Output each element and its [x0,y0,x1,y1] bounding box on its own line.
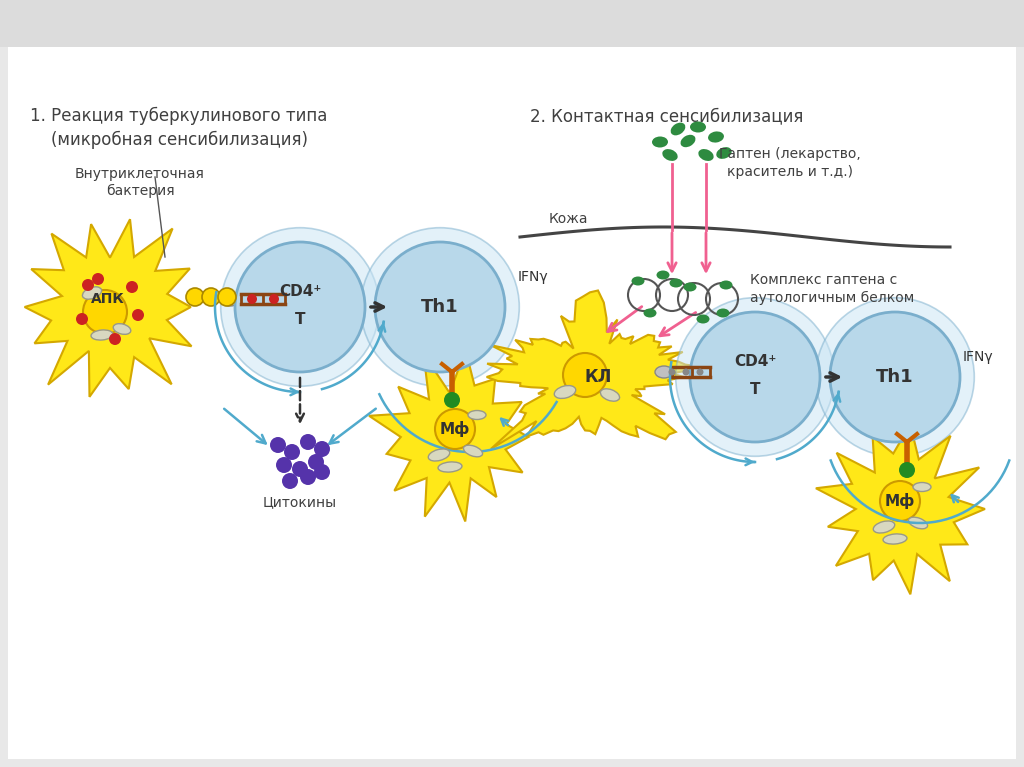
Ellipse shape [708,131,724,143]
Ellipse shape [913,482,931,492]
Text: Th1: Th1 [421,298,459,316]
Ellipse shape [114,324,131,334]
Polygon shape [25,219,191,397]
Circle shape [375,242,505,372]
Text: IFNγ: IFNγ [963,350,993,364]
Ellipse shape [655,366,673,378]
Circle shape [92,273,104,285]
Ellipse shape [683,282,696,291]
Text: 2. Контактная сенсибилизация: 2. Контактная сенсибилизация [530,107,804,125]
Circle shape [683,368,689,376]
Text: КЛ: КЛ [585,368,611,386]
Text: Внутриклеточная
бактерия: Внутриклеточная бактерия [75,167,205,199]
Circle shape [284,444,300,460]
Ellipse shape [656,271,670,279]
Circle shape [314,441,330,457]
Text: 1. Реакция туберкулинового типа
    (микробная сенсибилизация): 1. Реакция туберкулинового типа (микробн… [30,107,328,149]
Text: Цитокины: Цитокины [263,495,337,509]
Circle shape [76,313,88,325]
Polygon shape [369,350,528,522]
Circle shape [360,228,519,387]
Text: T: T [750,381,760,397]
Text: Мф: Мф [440,421,470,437]
Circle shape [314,464,330,480]
Ellipse shape [643,308,656,318]
Ellipse shape [468,410,486,420]
Circle shape [109,333,121,345]
Ellipse shape [428,449,450,461]
Ellipse shape [671,123,685,135]
Circle shape [444,392,460,408]
Ellipse shape [91,330,113,340]
Text: Th1: Th1 [877,368,913,386]
Ellipse shape [652,137,668,147]
Circle shape [186,288,204,306]
Polygon shape [486,291,703,449]
Ellipse shape [663,149,678,161]
Ellipse shape [883,534,907,544]
Circle shape [126,281,138,293]
Circle shape [202,288,220,306]
Ellipse shape [908,517,928,528]
Circle shape [899,462,915,478]
Circle shape [300,469,316,485]
Circle shape [218,288,236,306]
Text: Гаптен (лекарство,
краситель и т.д.): Гаптен (лекарство, краситель и т.д.) [719,147,861,179]
Ellipse shape [873,521,895,533]
Circle shape [234,242,365,372]
Ellipse shape [670,278,683,288]
Ellipse shape [716,147,732,159]
Circle shape [676,298,835,456]
Ellipse shape [464,445,482,457]
Circle shape [830,312,961,442]
Circle shape [669,368,676,376]
Ellipse shape [438,462,462,472]
Circle shape [435,409,475,449]
Circle shape [292,461,308,477]
Circle shape [221,228,379,387]
Ellipse shape [632,276,644,285]
Bar [0,0,1024,47]
Text: Мф: Мф [885,493,915,509]
Circle shape [247,294,257,304]
Text: CD4⁺: CD4⁺ [279,285,322,299]
Circle shape [132,309,144,321]
Text: Комплекс гаптена с
аутологичным белком: Комплекс гаптена с аутологичным белком [750,273,914,305]
Circle shape [308,454,324,470]
Text: CD4⁺: CD4⁺ [734,354,776,370]
Text: IFNγ: IFNγ [518,270,549,284]
Circle shape [696,368,703,376]
Ellipse shape [219,292,241,306]
Circle shape [300,434,316,450]
Circle shape [276,457,292,473]
Ellipse shape [717,308,729,318]
Text: Кожа: Кожа [548,212,588,226]
Circle shape [816,298,974,456]
Ellipse shape [698,149,714,161]
Circle shape [270,437,286,453]
Ellipse shape [82,287,101,299]
Text: T: T [295,311,305,327]
Ellipse shape [696,314,710,324]
Ellipse shape [720,281,732,289]
Circle shape [880,481,920,521]
Circle shape [83,290,127,334]
Circle shape [282,473,298,489]
Ellipse shape [600,389,620,401]
Circle shape [82,279,94,291]
Ellipse shape [681,135,695,147]
Text: АПК: АПК [91,292,125,306]
Circle shape [563,353,607,397]
Polygon shape [816,424,985,594]
Ellipse shape [690,121,706,133]
Circle shape [269,294,279,304]
Ellipse shape [554,386,575,399]
Circle shape [690,312,820,442]
